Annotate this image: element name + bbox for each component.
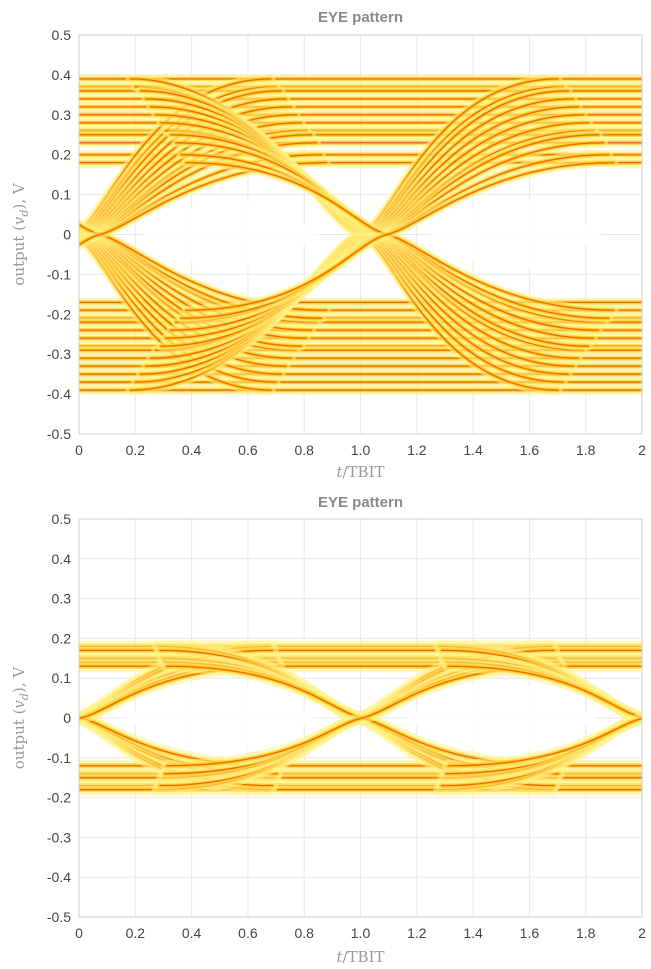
rising-transition (79, 665, 280, 720)
eye-opening (125, 681, 315, 754)
x-axis-label: t/TBIT (336, 463, 384, 481)
x-tick-label: 2 (638, 925, 646, 941)
x-tick-label: 1.8 (576, 925, 596, 941)
y-tick-label: -0.5 (47, 909, 71, 925)
x-tick-label: 0.2 (126, 442, 146, 458)
x-tick-label: 1.2 (407, 442, 427, 458)
y-tick-label: -0.4 (47, 869, 71, 885)
y-tick-label: -0.2 (47, 306, 71, 322)
x-tick-label: 0.4 (182, 925, 202, 941)
x-tick-label: 2 (638, 442, 646, 458)
x-tick-label: 1.4 (463, 442, 483, 458)
eye-opening (406, 681, 596, 754)
y-tick-label: -0.1 (47, 266, 71, 282)
x-tick-label: 1.8 (576, 442, 596, 458)
rising-transition (79, 162, 328, 246)
y-tick-label: 0.2 (52, 630, 72, 646)
y-tick-label: 0.1 (52, 670, 72, 686)
axes-box (78, 518, 643, 918)
axes-box (78, 34, 643, 435)
x-tick-label: 0.6 (238, 925, 258, 941)
chart-title: EYE pattern (318, 494, 403, 511)
y-tick-label: 0.4 (52, 67, 72, 83)
y-tick-label: 0.2 (52, 147, 72, 163)
y-tick-label: -0.3 (47, 829, 71, 845)
x-tick-label: 0 (75, 925, 83, 941)
rising-transition (166, 665, 562, 767)
y-tick-label: 0.4 (52, 551, 72, 567)
x-tick-label: 1.6 (520, 442, 540, 458)
y-tick-label: -0.2 (47, 790, 71, 806)
y-tick-label: -0.4 (47, 386, 71, 402)
eye-traces (79, 74, 642, 395)
falling-transition (447, 665, 642, 719)
y-axis-label: output (vd), V (10, 666, 31, 770)
x-tick-label: 1.6 (520, 925, 540, 941)
eye-pattern-panel-bottom: 0 0.2 0.4 0.6 0.8 1.0 1.2 1.4 1.6 1.8 2 0.5 0.4 0.3 0.… (10, 494, 646, 966)
y-tick-label: 0.1 (52, 187, 72, 203)
x-tick-label: 0.6 (238, 442, 258, 458)
eye-traces (79, 640, 642, 796)
rising-transition (447, 717, 642, 767)
y-tick-label: -0.3 (47, 346, 71, 362)
x-tick-label: 0.8 (294, 442, 314, 458)
y-axis-label: output (vd), V (10, 182, 31, 286)
rising-transition (185, 162, 615, 311)
y-tick-label: 0.5 (52, 27, 72, 43)
y-tick-label: -0.1 (47, 750, 71, 766)
eye-pattern-panel-top: 0 0.2 0.4 0.6 0.8 1.0 1.2 1.4 1.6 1.8 2 0.5 0.4 0.3 0.… (10, 9, 646, 481)
eye-opening (143, 199, 319, 270)
y-tick-label: -0.5 (47, 426, 71, 442)
x-tick-label: 0.4 (182, 442, 202, 458)
chart-title: EYE pattern (318, 9, 403, 26)
y-tick-label: 0.3 (52, 591, 72, 607)
y-tick-label: 0.3 (52, 107, 72, 123)
x-tick-label: 1.2 (407, 925, 427, 941)
y-tick-label: 0 (63, 710, 71, 726)
y-tick-label: 0.5 (52, 511, 72, 527)
x-axis-label: t/TBIT (336, 948, 384, 966)
x-tick-label: 1.0 (351, 442, 371, 458)
y-tick-label: 0 (63, 227, 71, 243)
x-tick-label: 0.2 (126, 925, 146, 941)
x-tick-label: 1.0 (351, 925, 371, 941)
x-tick-label: 0.8 (294, 925, 314, 941)
x-tick-label: 0 (75, 442, 83, 458)
eye-opening (430, 199, 601, 270)
x-tick-label: 1.4 (463, 925, 483, 941)
